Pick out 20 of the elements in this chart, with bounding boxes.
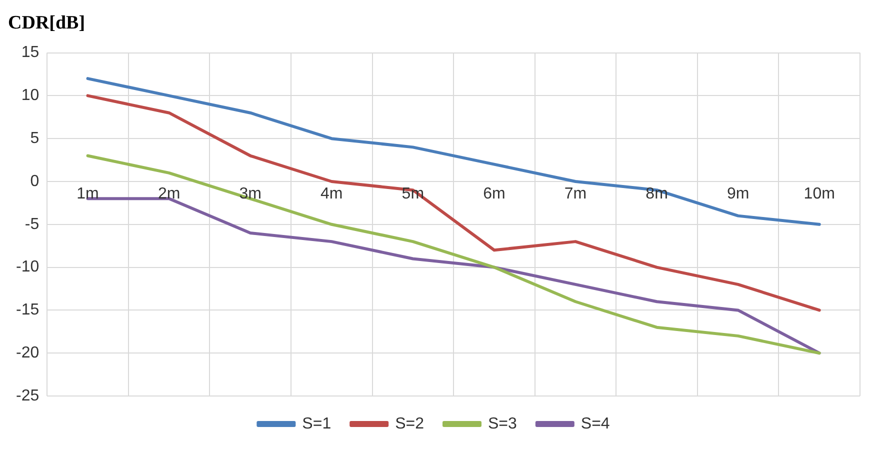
y-tick-label: 0: [30, 172, 40, 190]
y-tick-label: -15: [16, 302, 40, 319]
x-tick-label: 4m: [320, 186, 343, 203]
y-tick-label: -25: [16, 387, 40, 404]
y-tick-label: 5: [30, 130, 40, 148]
chart-title: CDR[dB]: [8, 12, 86, 34]
legend-label: S=2: [395, 415, 424, 432]
y-tick-label: -10: [16, 258, 40, 276]
x-tick-label: 6m: [483, 186, 506, 203]
legend-label: S=3: [488, 415, 518, 432]
x-tick-label: 9m: [726, 186, 750, 203]
y-tick-label: 10: [21, 87, 40, 104]
y-tick-label: -5: [24, 216, 40, 233]
x-tick-label: 1m: [76, 186, 99, 203]
y-tick-label: 15: [21, 44, 40, 62]
legend-label: S=4: [580, 415, 610, 432]
x-tick-label: 10m: [804, 186, 835, 203]
legend-label: S=1: [302, 415, 332, 432]
x-tick-label: 7m: [564, 186, 587, 203]
y-tick-label: -20: [16, 344, 40, 362]
